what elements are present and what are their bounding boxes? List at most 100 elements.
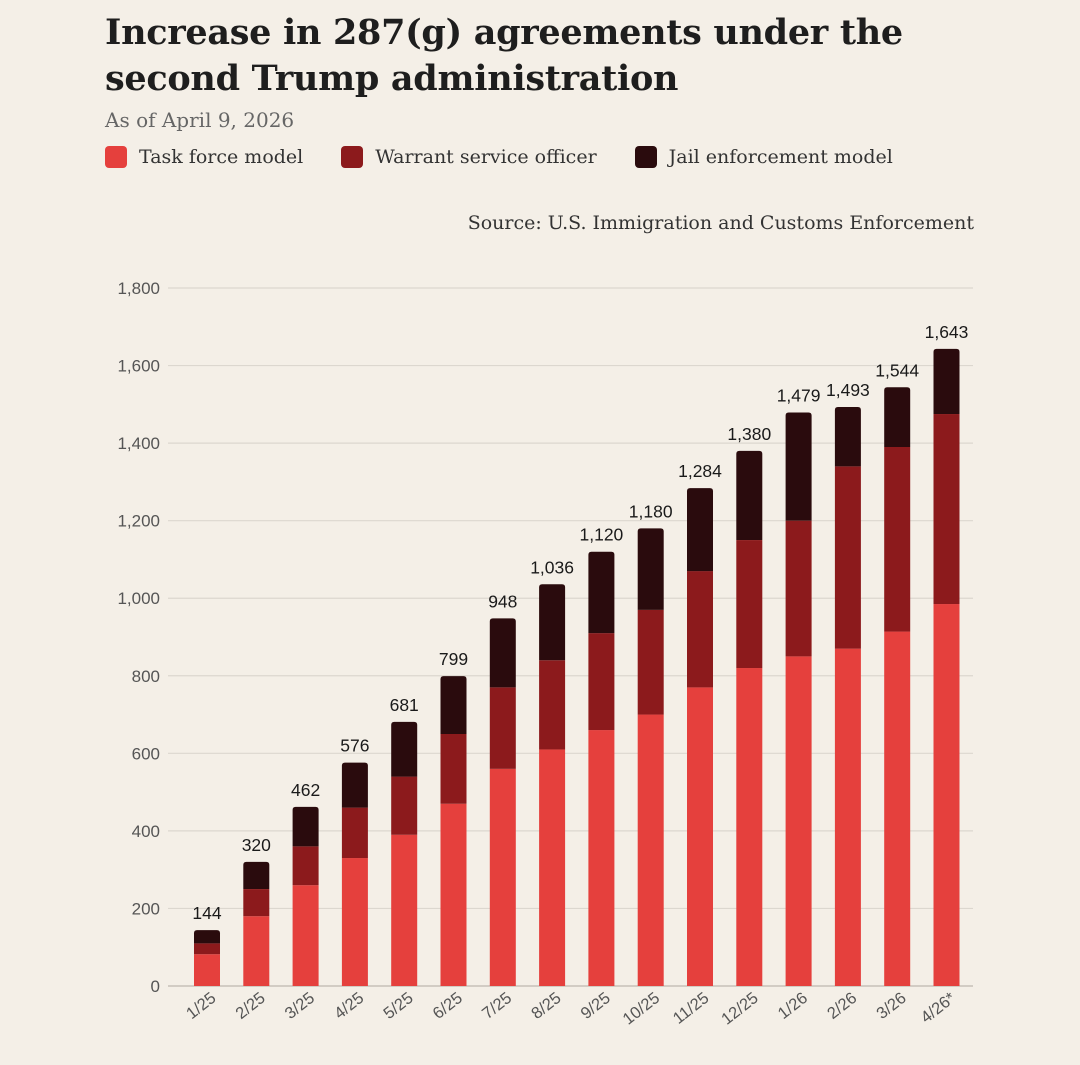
bar-segment-jail-enforcement (194, 930, 220, 944)
bar-total-label: 576 (340, 736, 369, 756)
bar-segment-warrant-service (341, 807, 368, 859)
bar-segment-warrant-service (736, 540, 763, 669)
bar-total-label: 799 (439, 649, 468, 669)
y-tick-label: 400 (132, 822, 160, 841)
bar-total-label: 681 (390, 695, 419, 715)
bar-total-label: 948 (488, 591, 517, 611)
y-tick-label: 1,200 (117, 512, 160, 531)
x-tick-label: 11/25 (670, 989, 713, 1028)
bar-segment-warrant-service (539, 660, 566, 750)
x-tick-label: 3/25 (282, 989, 318, 1023)
bar-total-label: 1,120 (580, 525, 624, 545)
bar-total-label: 1,284 (678, 461, 722, 481)
bar-segment-warrant-service (933, 414, 960, 605)
bar-segment-jail-enforcement (440, 676, 467, 734)
bar-segment-task-force (933, 604, 960, 986)
bar-segment-warrant-service (292, 846, 319, 886)
bar-segment-jail-enforcement (736, 450, 763, 541)
x-tick-label: 2/26 (824, 989, 860, 1023)
bar-segment-warrant-service (440, 733, 467, 804)
legend-swatch-task-force (105, 146, 127, 168)
bar-segment-jail-enforcement (539, 584, 566, 661)
y-tick-label: 0 (151, 977, 160, 996)
legend: Task force model Warrant service officer… (105, 146, 931, 168)
bar-segment-jail-enforcement (391, 721, 418, 777)
legend-swatch-warrant-service (341, 146, 364, 168)
bar-total-label: 1,643 (925, 322, 969, 342)
bar-segment-jail-enforcement (341, 762, 368, 808)
legend-item-task-force: Task force model (105, 146, 303, 168)
y-tick-label: 1,000 (117, 589, 160, 608)
bar-segment-task-force (341, 858, 368, 986)
legend-label-warrant-service: Warrant service officer (375, 146, 597, 168)
bar-segment-task-force (292, 885, 319, 986)
x-tick-label: 12/25 (718, 989, 762, 1029)
bar-segment-warrant-service (687, 571, 713, 688)
y-tick-label: 1,600 (117, 357, 160, 376)
x-tick-label: 4/26* (918, 989, 960, 1027)
bar-segment-jail-enforcement (884, 387, 911, 447)
legend-label-task-force: Task force model (139, 146, 304, 168)
bar-total-label: 1,493 (826, 380, 870, 400)
chart-subtitle: As of April 9, 2026 (105, 108, 295, 132)
bar-total-label: 1,479 (777, 385, 821, 405)
x-tick-label: 1/26 (775, 989, 811, 1023)
legend-label-jail-enforcement: Jail enforcement model (668, 146, 893, 168)
legend-swatch-jail-enforcement (634, 146, 657, 168)
bar-segment-warrant-service (243, 889, 270, 917)
bar-segment-jail-enforcement (489, 618, 516, 688)
source-note: Source: U.S. Immigration and Customs Enf… (467, 212, 974, 234)
y-tick-label: 200 (132, 899, 160, 918)
bar-segment-jail-enforcement (637, 528, 664, 610)
bar-total-label: 1,544 (875, 360, 919, 380)
bar-total-label: 144 (192, 903, 221, 923)
bar-segment-warrant-service (884, 446, 911, 632)
bar-segment-warrant-service (637, 609, 664, 715)
bar-segment-task-force (736, 668, 763, 986)
bar-segment-task-force (834, 648, 861, 986)
bar-segment-warrant-service (489, 687, 516, 769)
bar-segment-warrant-service (588, 633, 615, 731)
bar-segment-warrant-service (834, 466, 861, 649)
bar-segment-jail-enforcement (292, 806, 319, 847)
bar-total-label: 320 (242, 835, 271, 855)
bar-segment-task-force (243, 916, 270, 986)
bar-segment-jail-enforcement (933, 348, 960, 415)
bar-segment-jail-enforcement (687, 488, 713, 572)
x-tick-label: 2/25 (232, 989, 268, 1023)
x-tick-label: 4/25 (331, 989, 367, 1023)
bar-segment-task-force (440, 803, 467, 986)
bar-segment-jail-enforcement (243, 861, 270, 890)
x-tick-label: 9/25 (577, 989, 613, 1023)
bar-total-label: 1,380 (727, 424, 771, 444)
y-tick-label: 1,800 (117, 279, 160, 298)
x-tick-label: 5/25 (380, 989, 416, 1023)
bar-segment-task-force (489, 768, 516, 986)
bar-segment-task-force (785, 656, 812, 986)
bar-segment-task-force (391, 834, 418, 986)
y-tick-label: 1,400 (117, 434, 160, 453)
bar-total-label: 462 (291, 780, 320, 800)
bar-segment-task-force (637, 714, 664, 986)
legend-item-warrant-service: Warrant service officer (341, 146, 597, 168)
legend-item-jail-enforcement: Jail enforcement model (634, 146, 893, 168)
bar-segment-jail-enforcement (588, 551, 615, 634)
x-tick-label: 8/25 (528, 989, 564, 1023)
y-tick-label: 800 (132, 667, 160, 686)
bar-segment-jail-enforcement (785, 412, 812, 521)
x-tick-label: 3/26 (873, 989, 909, 1023)
chart-title: Increase in 287(g) agreements under the … (105, 12, 903, 99)
bar-segment-task-force (539, 749, 566, 986)
bar-segment-task-force (194, 954, 220, 986)
bar-segment-task-force (588, 730, 615, 986)
x-tick-label: 7/25 (479, 989, 515, 1023)
bar-segment-warrant-service (194, 943, 220, 955)
y-tick-label: 600 (132, 744, 160, 763)
bar-segment-task-force (884, 631, 911, 986)
x-tick-label: 6/25 (430, 989, 466, 1023)
bar-total-label: 1,036 (530, 557, 574, 577)
x-tick-label: 1/25 (183, 989, 219, 1023)
bar-segment-jail-enforcement (834, 407, 861, 467)
bar-segment-warrant-service (785, 520, 812, 657)
